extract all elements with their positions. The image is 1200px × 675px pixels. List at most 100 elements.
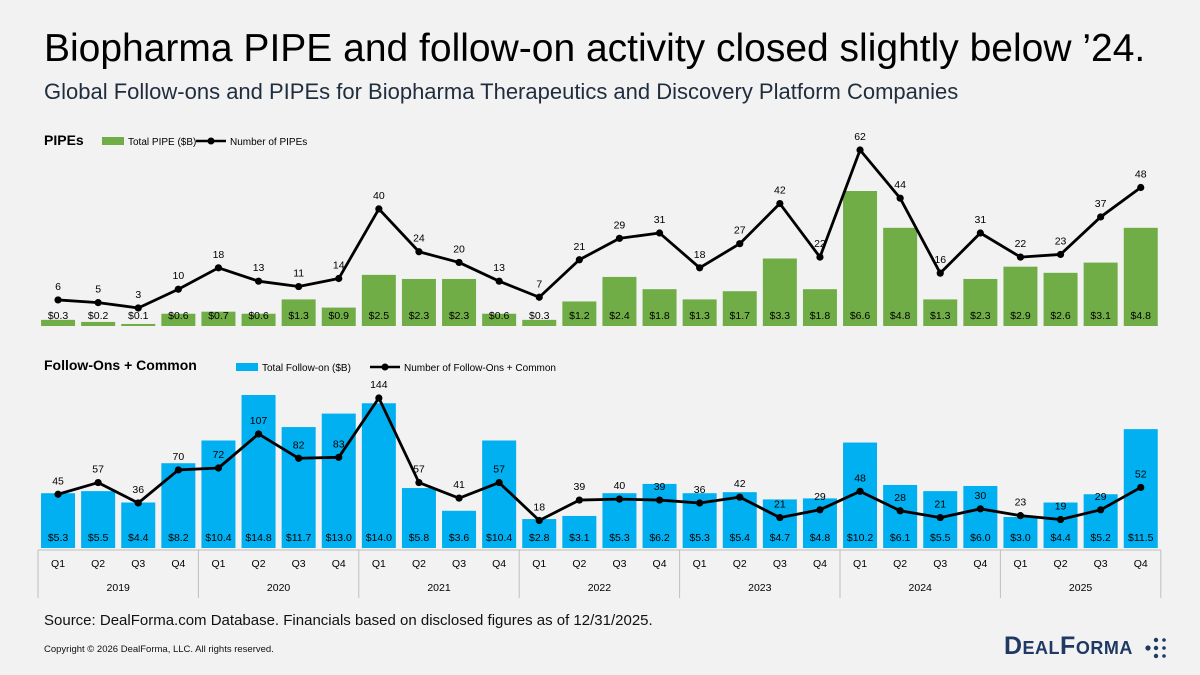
line-value-label: 16: [934, 254, 946, 266]
bar: [241, 395, 276, 548]
x-tick-label: Q1: [1013, 558, 1027, 570]
bar-value-label: $5.4: [730, 532, 751, 544]
line-point: [1137, 483, 1145, 492]
legend-bar-label: Total PIPE ($B): [128, 137, 196, 148]
line-value-label: 48: [854, 472, 866, 484]
x-tick-label: Q4: [332, 558, 346, 570]
bar: [1083, 262, 1118, 326]
bar-value-label: $3.1: [569, 532, 590, 544]
line-value-label: 21: [574, 241, 586, 253]
bar-value-label: $2.3: [970, 310, 991, 322]
bar: [321, 413, 356, 548]
x-tick-label: Q1: [51, 558, 65, 570]
line-value-label: 70: [173, 451, 185, 463]
x-tick-label: Q3: [933, 558, 947, 570]
line-value-label: 29: [814, 491, 826, 503]
line-point: [655, 229, 664, 237]
line-value-label: 36: [694, 484, 706, 496]
line-value-label: 52: [1135, 468, 1147, 480]
bar: [281, 299, 316, 326]
source-note: Source: DealForma.com Database. Financia…: [44, 612, 653, 629]
line-value-label: 18: [533, 502, 545, 514]
bar: [161, 463, 196, 548]
bar-value-label: $2.6: [1050, 310, 1071, 322]
bar-value-label: $3.6: [449, 532, 470, 544]
bar-value-label: $1.3: [288, 310, 309, 322]
bar-value-label: $4.4: [1050, 532, 1071, 544]
bar: [482, 313, 517, 326]
line-point: [134, 499, 142, 507]
line-value-label: 22: [814, 238, 826, 250]
line-value-label: 57: [92, 464, 104, 476]
legend-bar-swatch: [236, 363, 258, 371]
bar: [442, 278, 477, 326]
bar: [361, 274, 396, 326]
line-point: [335, 274, 343, 283]
line-value-label: 21: [934, 499, 946, 511]
x-tick-label: Q2: [733, 558, 747, 570]
line-value-label: 44: [894, 179, 906, 191]
line-value-label: 10: [173, 270, 185, 282]
x-tick-label: Q1: [532, 558, 546, 570]
bar: [722, 291, 757, 326]
line-point: [575, 496, 583, 504]
bar-value-label: $4.8: [1131, 310, 1152, 322]
bar-value-label: $0.2: [88, 310, 109, 322]
bar: [762, 499, 797, 548]
line-point: [976, 229, 984, 237]
x-year-label: 2023: [748, 582, 772, 594]
bar-value-label: $5.3: [609, 532, 630, 544]
x-tick-label: Q3: [1094, 558, 1108, 570]
bar-value-label: $1.3: [930, 310, 951, 322]
line-point: [976, 505, 984, 513]
x-tick-label: Q2: [893, 558, 907, 570]
line-value-label: 18: [213, 249, 225, 261]
bar: [401, 488, 436, 548]
line-point: [254, 277, 263, 285]
line-value-label: 28: [894, 492, 906, 504]
line-point: [776, 199, 784, 208]
bar-value-label: $0.1: [128, 310, 149, 322]
bar-value-label: $5.5: [88, 532, 109, 544]
dealforma-logo: DealForma: [1004, 632, 1166, 666]
line-value-label: 31: [975, 214, 987, 226]
line-value-label: 62: [854, 131, 866, 143]
line-value-label: 42: [774, 185, 786, 197]
bar-value-label: $3.0: [1010, 532, 1031, 544]
x-tick-label: Q2: [252, 558, 266, 570]
bar-value-label: $1.8: [810, 310, 831, 322]
line-value-label: 39: [574, 481, 586, 493]
line-point: [535, 293, 543, 301]
bar-value-label: $1.8: [649, 310, 670, 322]
bar-value-label: $0.7: [208, 310, 229, 322]
bar-value-label: $10.4: [486, 532, 512, 544]
line-point: [856, 487, 864, 495]
bar: [602, 276, 637, 326]
bar-value-label: $5.2: [1090, 532, 1111, 544]
series-line: [57, 396, 1142, 522]
line-value-label: 29: [614, 219, 626, 231]
bar: [522, 319, 557, 326]
bar-value-label: $2.3: [449, 310, 470, 322]
bar-value-label: $0.3: [48, 310, 69, 322]
bar-value-label: $5.3: [689, 532, 710, 544]
legend-line-label: Number of Follow-Ons + Common: [404, 363, 556, 374]
line-value-label: 107: [250, 415, 268, 427]
line-value-label: 29: [1095, 491, 1107, 503]
line-value-label: 5: [95, 284, 101, 296]
bar: [642, 289, 677, 326]
line-value-label: 14: [333, 260, 345, 272]
line-point: [816, 253, 824, 261]
line-value-label: 21: [774, 499, 786, 511]
bar-value-label: $5.3: [48, 532, 69, 544]
x-tick-label: Q4: [1134, 558, 1148, 570]
bar-value-label: $5.8: [409, 532, 430, 544]
line-point: [936, 513, 944, 522]
x-tick-label: Q3: [612, 558, 626, 570]
bar: [1003, 266, 1038, 326]
line-value-label: 57: [413, 464, 425, 476]
line-point: [295, 454, 303, 462]
bar-value-label: $2.3: [409, 310, 430, 322]
panel-title: PIPEs: [44, 132, 84, 148]
bar-value-label: $6.1: [890, 532, 911, 544]
